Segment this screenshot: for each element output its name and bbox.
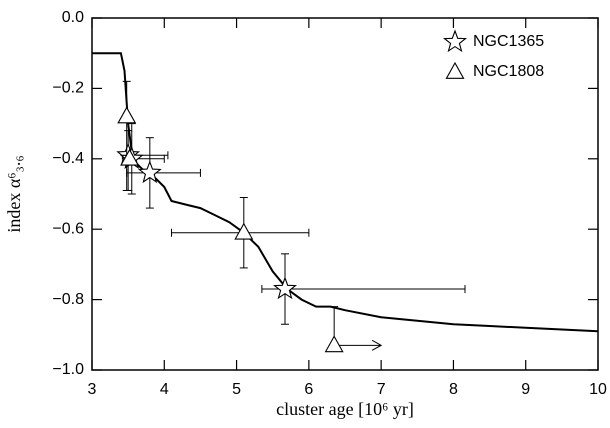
legend-marker: [445, 61, 465, 79]
legend-label: NGC1808: [473, 63, 544, 80]
x-axis-label: cluster age [10⁶ yr]: [276, 399, 414, 419]
y-axis-label: index α⁶₃.₆: [4, 155, 24, 232]
y-tick-label: −1.0: [52, 361, 84, 378]
x-tick-label: 7: [377, 381, 386, 398]
x-tick-label: 6: [304, 381, 313, 398]
y-tick-label: −0.8: [52, 291, 84, 308]
limit-arrow: [334, 339, 383, 351]
x-tick-label: 10: [589, 381, 607, 398]
data-point: [120, 148, 140, 166]
data-point: [234, 222, 254, 240]
x-tick-label: 3: [88, 381, 97, 398]
data-point: [137, 160, 162, 184]
x-tick-label: 5: [232, 381, 241, 398]
legend-marker: [442, 29, 468, 53]
data-point: [273, 276, 297, 300]
y-tick-label: 0.0: [62, 9, 84, 26]
y-tick-label: −0.2: [52, 80, 84, 97]
data-point: [324, 335, 344, 353]
plot-frame: [91, 17, 599, 371]
data-point: [117, 106, 137, 124]
x-tick-label: 9: [521, 381, 530, 398]
model-curve: [92, 52, 599, 333]
y-tick-label: −0.6: [52, 220, 84, 237]
x-tick-label: 4: [160, 381, 169, 398]
x-tick-label: 8: [449, 381, 458, 398]
y-tick-label: −0.4: [52, 150, 84, 167]
legend-label: NGC1365: [473, 33, 544, 50]
